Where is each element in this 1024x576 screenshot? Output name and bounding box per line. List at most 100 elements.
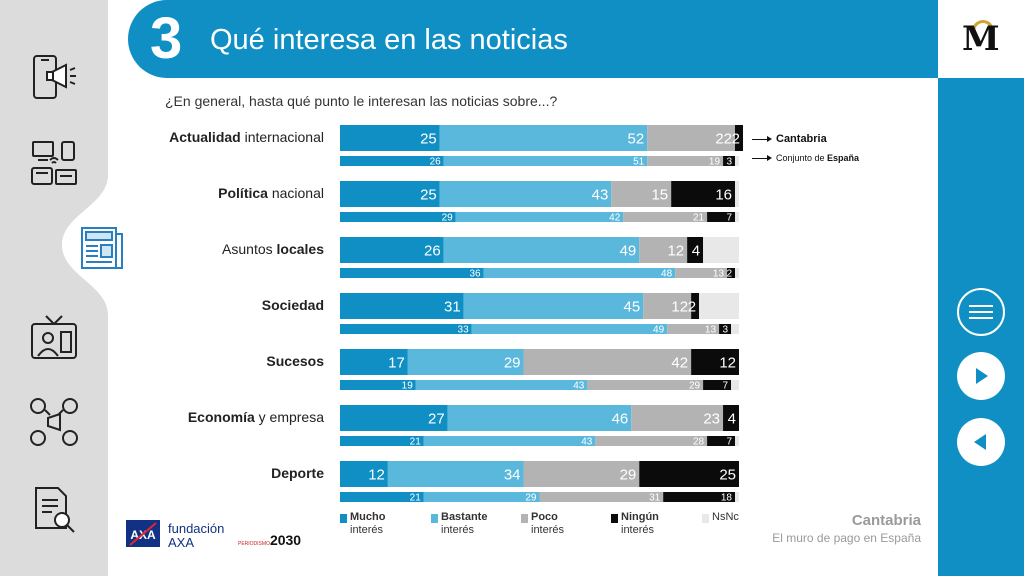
bar-segment-espana — [647, 156, 724, 166]
data-label: 12 — [719, 354, 736, 371]
smartphone-megaphone-icon[interactable] — [28, 52, 80, 104]
bar-segment-cantabria — [387, 461, 524, 487]
data-label: 12 — [667, 242, 684, 259]
data-label: 43 — [592, 186, 609, 203]
bar-segment-cantabria — [340, 461, 388, 487]
legend-label: NsNc — [712, 511, 739, 523]
data-label: 26 — [430, 157, 442, 168]
legend-swatch — [340, 514, 347, 523]
data-label: 26 — [424, 242, 441, 259]
data-label: 21 — [410, 493, 422, 504]
menu-button[interactable] — [957, 288, 1005, 336]
bar-segment-espana — [539, 492, 664, 502]
data-label: 19 — [402, 381, 414, 392]
data-label: 28 — [693, 437, 705, 448]
legend-swatch — [521, 514, 528, 523]
bar-segment-cantabria — [340, 181, 440, 207]
data-label: 4 — [728, 410, 736, 427]
section-number: 3 — [150, 6, 183, 71]
arrow-icon — [752, 135, 772, 142]
bar-segment-cantabria — [643, 293, 692, 319]
data-label: 3 — [726, 157, 732, 168]
category-label-rest: nacional — [268, 185, 324, 201]
bar-segment-espana — [663, 492, 736, 502]
bar-segment-cantabria — [691, 349, 739, 375]
bar-segment-cantabria — [691, 293, 700, 319]
category-label: Actualidad internacional — [169, 129, 324, 145]
bar-segment-espana — [483, 268, 676, 278]
bar-segment-cantabria — [699, 293, 739, 319]
bar-segment-espana — [723, 156, 736, 166]
bar-segment-espana — [340, 492, 424, 502]
data-label: 17 — [388, 354, 405, 371]
category-label: Deporte — [271, 465, 324, 481]
chart-question: ¿En general, hasta qué punto le interesa… — [165, 93, 558, 109]
bar-segment-cantabria — [340, 349, 408, 375]
bar-segment-cantabria — [463, 293, 644, 319]
data-label: 31 — [444, 298, 461, 315]
legend-label: Poco — [531, 511, 558, 523]
bar-segment-cantabria — [735, 181, 739, 207]
bar-segment-espana — [340, 156, 444, 166]
back-icon — [974, 434, 986, 450]
hamburger-icon — [969, 305, 993, 319]
newspaper-icon[interactable] — [76, 222, 128, 274]
category-label: Sucesos — [266, 353, 324, 369]
bar-segment-espana — [703, 380, 732, 390]
next-button[interactable] — [957, 352, 1005, 400]
footer-region: Cantabria — [851, 512, 921, 529]
series-key-label-bold: España — [827, 153, 860, 163]
bar-segment-espana — [731, 380, 739, 390]
page-title: Qué interesa en las noticias — [210, 24, 568, 56]
bar-segment-espana — [340, 436, 424, 446]
social-media-icon[interactable] — [28, 396, 80, 448]
bar-segment-espana — [340, 212, 456, 222]
bar-segment-espana — [735, 492, 739, 502]
legend-label-sub: interés — [441, 524, 475, 536]
data-label: 4 — [692, 242, 700, 259]
bar-segment-espana — [675, 268, 728, 278]
series-key-label: Conjunto de — [776, 153, 828, 163]
legend-label: Ningún — [621, 511, 659, 523]
bar-segment-espana — [415, 380, 588, 390]
document-search-icon[interactable] — [28, 484, 80, 536]
devices-icon[interactable] — [28, 138, 80, 190]
bar-segment-cantabria — [639, 461, 739, 487]
arrow-icon — [752, 155, 772, 162]
tv-presenter-icon[interactable] — [28, 312, 80, 364]
bar-segment-espana — [707, 212, 736, 222]
data-label: 23 — [703, 410, 720, 427]
data-label: 16 — [715, 186, 732, 203]
bar-segment-cantabria — [447, 405, 632, 431]
category-label: Política nacional — [218, 185, 324, 201]
bar-segment-cantabria — [439, 125, 648, 151]
category-label-bold: Economía — [188, 409, 255, 425]
data-label: 2 — [688, 298, 696, 315]
data-label: 29 — [504, 354, 521, 371]
data-label: 25 — [420, 186, 437, 203]
bar-segment-cantabria — [340, 237, 444, 263]
previous-button[interactable] — [957, 418, 1005, 466]
bar-segment-espana — [340, 324, 472, 334]
bar-segment-espana — [707, 436, 736, 446]
bar-segment-espana — [340, 268, 484, 278]
data-label: 48 — [661, 269, 673, 280]
bar-segment-espana — [735, 268, 739, 278]
data-label: 29 — [620, 466, 637, 483]
legend-label-sub: interés — [350, 524, 384, 536]
bar-segment-espana — [731, 324, 739, 334]
brand-logo: M — [962, 19, 1000, 59]
logo-area — [938, 0, 1024, 78]
bar-segment-cantabria — [611, 181, 672, 207]
header-bar — [128, 0, 938, 78]
axa-foundation-name: fundación AXA — [168, 522, 224, 550]
legend-swatch — [611, 514, 618, 523]
category-label-rest: Asuntos — [222, 241, 276, 257]
data-label: 7 — [726, 213, 732, 224]
data-label: 25 — [719, 466, 736, 483]
data-label: 2 — [726, 269, 732, 280]
data-label: 12 — [671, 298, 688, 315]
data-label: 19 — [709, 157, 721, 168]
bar-segment-cantabria — [735, 125, 743, 151]
